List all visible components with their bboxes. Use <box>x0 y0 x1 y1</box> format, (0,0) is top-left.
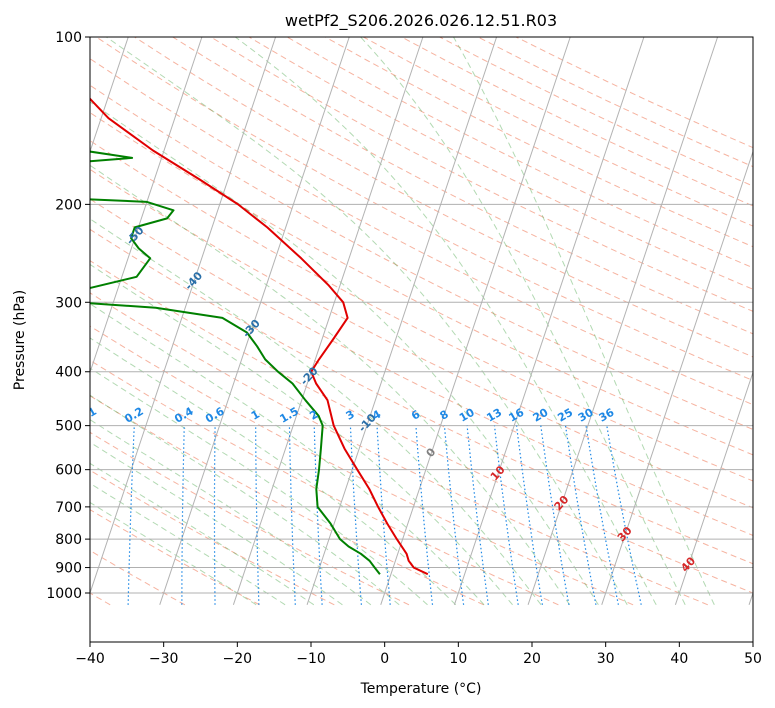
dewpoint-profile-line <box>90 150 381 575</box>
mixing-ratio-line <box>349 425 362 605</box>
moist-adiabat-line <box>90 394 400 606</box>
moist-adiabat-line <box>90 462 315 606</box>
mixing-ratio-line <box>213 425 216 605</box>
mixing-ratio-line <box>313 425 323 605</box>
moist-adiabat-line <box>90 501 257 606</box>
isotherm-line <box>90 37 129 154</box>
isotherm-line <box>90 37 203 374</box>
isotherm-line <box>601 150 753 605</box>
pressure-grid <box>90 37 753 594</box>
moist-adiabat-line <box>106 37 628 606</box>
dry-adiabat-line <box>90 168 753 509</box>
moist-adiabat-line <box>90 263 513 606</box>
x-tick-label: 30 <box>597 651 615 667</box>
isotherm-line <box>380 37 571 605</box>
y-tick-label: 100 <box>55 30 82 46</box>
isotherm-line <box>90 37 277 595</box>
dry-adiabat-line <box>90 198 753 536</box>
isotherm-line <box>159 37 350 605</box>
dry-adiabat-line <box>90 509 260 606</box>
dry-adiabat-line <box>90 140 753 482</box>
mixing-ratio-line <box>255 425 260 605</box>
isotherm-line <box>453 37 645 605</box>
temperature-profile-line <box>90 97 429 576</box>
moist-adiabat-line <box>360 37 686 606</box>
moist-adiabat-line <box>234 37 657 606</box>
mixing-ratio-label: 0.1 <box>75 405 98 426</box>
moist-adiabat-line <box>90 101 599 606</box>
plot-area: -100-90-80-70-60-50-40-30-20-10010203040… <box>75 37 753 606</box>
y-axis: 100 200 300 400 500 600 700 800 900 1000 <box>46 30 90 602</box>
x-tick-label: 50 <box>744 651 762 667</box>
profile-lines <box>90 97 429 576</box>
moist-adiabat-line <box>90 367 428 606</box>
y-tick-label: 300 <box>55 295 82 311</box>
x-tick-label: −40 <box>75 651 105 667</box>
y-axis-label: Pressure (hPa) <box>12 290 28 390</box>
dry-adiabat-line <box>90 359 559 606</box>
moist-adiabat-line <box>90 303 485 606</box>
mixing-ratio-lines <box>127 425 642 605</box>
dry-adiabat-line <box>172 37 753 335</box>
moist-adiabat-line <box>90 218 542 606</box>
moist-adiabat-line <box>90 164 571 606</box>
dry-adiabat-line <box>90 58 753 406</box>
y-tick-label: 1000 <box>46 586 82 602</box>
isotherm-line <box>232 37 424 605</box>
dry-adiabat-line <box>90 260 753 594</box>
y-tick-label: 500 <box>55 419 82 435</box>
moist-adiabat-line <box>90 482 286 606</box>
moist-adiabat-line <box>90 337 457 606</box>
x-tick-label: −30 <box>149 651 179 667</box>
dry-adiabat-line <box>90 325 634 606</box>
isotherm-line <box>306 37 498 605</box>
x-tick-label: 40 <box>670 651 688 667</box>
isotherm-line <box>674 370 753 605</box>
chart-title: wetPf2_S206.2026.026.12.51.R03 <box>285 11 557 31</box>
y-tick-label: 700 <box>55 500 82 516</box>
plot-frame <box>89 36 754 643</box>
moist-adiabats <box>90 37 715 606</box>
x-tick-label: −20 <box>223 651 253 667</box>
moist-adiabat-line <box>90 419 372 606</box>
x-tick-label: 10 <box>449 651 467 667</box>
mixing-ratio-line <box>516 425 543 605</box>
mixing-ratio-line <box>181 425 185 605</box>
dry-adiabat-line <box>90 228 753 565</box>
dry-adiabat-line <box>90 395 484 606</box>
x-tick-label: −10 <box>296 651 326 667</box>
x-tick-label: 0 <box>380 651 389 667</box>
x-tick-label: 20 <box>523 651 541 667</box>
isotherm-grid <box>90 37 753 605</box>
y-tick-label: 400 <box>55 365 82 381</box>
x-axis: −40 −30 −20 −10 0 10 20 30 40 50 <box>75 642 762 667</box>
mixing-ratio-line <box>585 425 619 605</box>
moist-adiabat-line <box>453 37 715 605</box>
dry-adiabat-line <box>90 549 186 606</box>
isotherm-line <box>527 37 719 605</box>
mixing-ratio-line <box>540 425 570 605</box>
dry-adiabat-line <box>96 37 753 382</box>
x-axis-label: Temperature (°C) <box>360 681 482 697</box>
mixing-ratio-line <box>564 425 597 605</box>
mixing-ratio-line <box>127 425 135 605</box>
y-tick-label: 800 <box>55 532 82 548</box>
y-tick-label: 600 <box>55 463 82 479</box>
dry-adiabat-line <box>90 292 708 606</box>
dry-adiabat-line <box>210 37 753 312</box>
dry-adiabats <box>90 37 753 606</box>
y-tick-label: 900 <box>55 561 82 577</box>
y-tick-label: 200 <box>55 197 82 213</box>
mixing-ratio-line <box>606 425 642 605</box>
mixing-ratio-line <box>288 425 296 605</box>
dry-adiabat-line <box>286 37 753 269</box>
